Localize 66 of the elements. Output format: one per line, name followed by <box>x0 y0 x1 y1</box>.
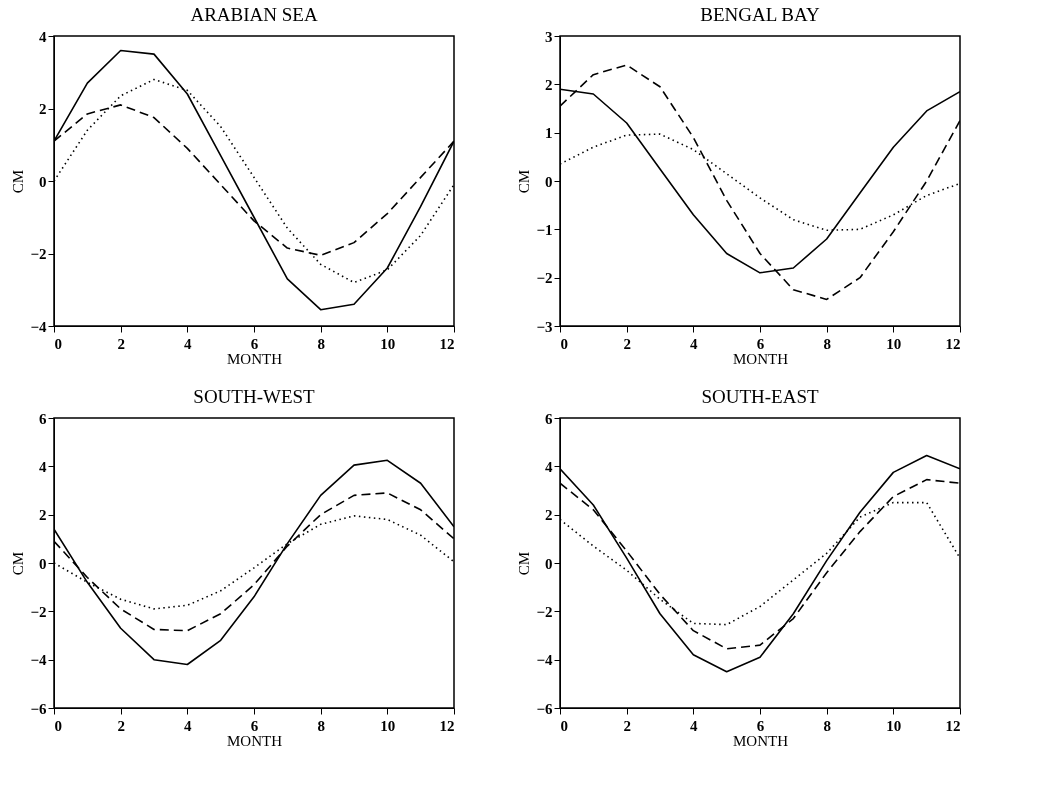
x-tick-label: 4 <box>184 335 193 352</box>
y-tick-label: 0 <box>545 555 553 572</box>
x-tick-label: 4 <box>184 717 193 734</box>
x-axis-title: MONTH <box>227 732 283 749</box>
x-tick-label: 12 <box>945 717 961 734</box>
chart-title: SOUTH-WEST <box>193 386 316 407</box>
x-tick-label: 0 <box>560 335 568 352</box>
y-axis-title: CM <box>10 169 27 194</box>
x-tick-label: 6 <box>756 335 765 352</box>
y-tick-label: −2 <box>30 603 47 620</box>
y-tick-label: 1 <box>545 125 553 142</box>
y-tick-label: 2 <box>39 507 47 524</box>
y-tick-label: 6 <box>39 410 47 427</box>
x-tick-label: 2 <box>623 335 631 352</box>
x-tick-label: 4 <box>690 335 699 352</box>
x-tick-label: 2 <box>623 717 631 734</box>
chart-title: ARABIAN SEA <box>190 4 318 25</box>
x-tick-label: 10 <box>886 717 902 734</box>
x-tick-label: 10 <box>380 335 396 352</box>
y-axis-title: CM <box>516 169 533 194</box>
x-tick-label: 2 <box>117 717 125 734</box>
x-tick-label: 4 <box>690 717 699 734</box>
y-tick-label: −4 <box>30 652 47 669</box>
x-tick-label: 10 <box>380 717 396 734</box>
x-axis-title: MONTH <box>733 350 789 367</box>
y-tick-label: −4 <box>30 318 47 335</box>
y-tick-label: 3 <box>545 28 553 45</box>
x-tick-label: 8 <box>823 717 831 734</box>
y-axis-title: CM <box>10 551 27 576</box>
y-tick-label: −2 <box>536 603 553 620</box>
x-axis-title: MONTH <box>733 732 789 749</box>
y-tick-label: −2 <box>536 270 553 287</box>
y-tick-label: −3 <box>536 318 553 335</box>
x-axis-title: MONTH <box>227 350 283 367</box>
x-tick-label: 12 <box>439 717 455 734</box>
y-tick-label: 0 <box>545 173 553 190</box>
y-tick-label: 4 <box>39 458 47 475</box>
y-tick-label: −2 <box>30 246 47 262</box>
y-tick-label: −4 <box>536 652 553 669</box>
x-tick-label: 0 <box>54 335 62 352</box>
y-axis-title: CM <box>516 551 533 576</box>
x-tick-label: 12 <box>439 335 455 352</box>
y-tick-label: −6 <box>536 700 553 717</box>
chart-title: SOUTH-EAST <box>701 386 819 407</box>
x-tick-label: 6 <box>250 717 259 734</box>
chart-title: BENGAL BAY <box>700 4 821 25</box>
x-tick-label: 0 <box>560 717 568 734</box>
y-tick-label: 0 <box>39 555 47 572</box>
y-tick-label: 4 <box>545 458 553 475</box>
x-tick-label: 8 <box>317 717 325 734</box>
y-tick-label: 6 <box>545 410 553 427</box>
x-tick-label: 6 <box>756 717 765 734</box>
x-tick-label: 8 <box>317 335 325 352</box>
x-tick-label: 8 <box>823 335 831 352</box>
y-tick-label: 2 <box>545 507 553 524</box>
y-tick-label: −6 <box>30 700 47 717</box>
y-tick-label: 2 <box>545 76 553 93</box>
y-tick-label: 4 <box>39 28 47 45</box>
x-tick-label: 0 <box>54 717 62 734</box>
x-tick-label: 10 <box>886 335 902 352</box>
y-tick-label: 0 <box>39 173 47 190</box>
y-tick-label: −1 <box>536 221 553 238</box>
x-tick-label: 6 <box>250 335 259 352</box>
y-tick-label: 2 <box>39 101 47 117</box>
x-tick-label: 2 <box>117 335 125 352</box>
x-tick-label: 12 <box>945 335 961 352</box>
